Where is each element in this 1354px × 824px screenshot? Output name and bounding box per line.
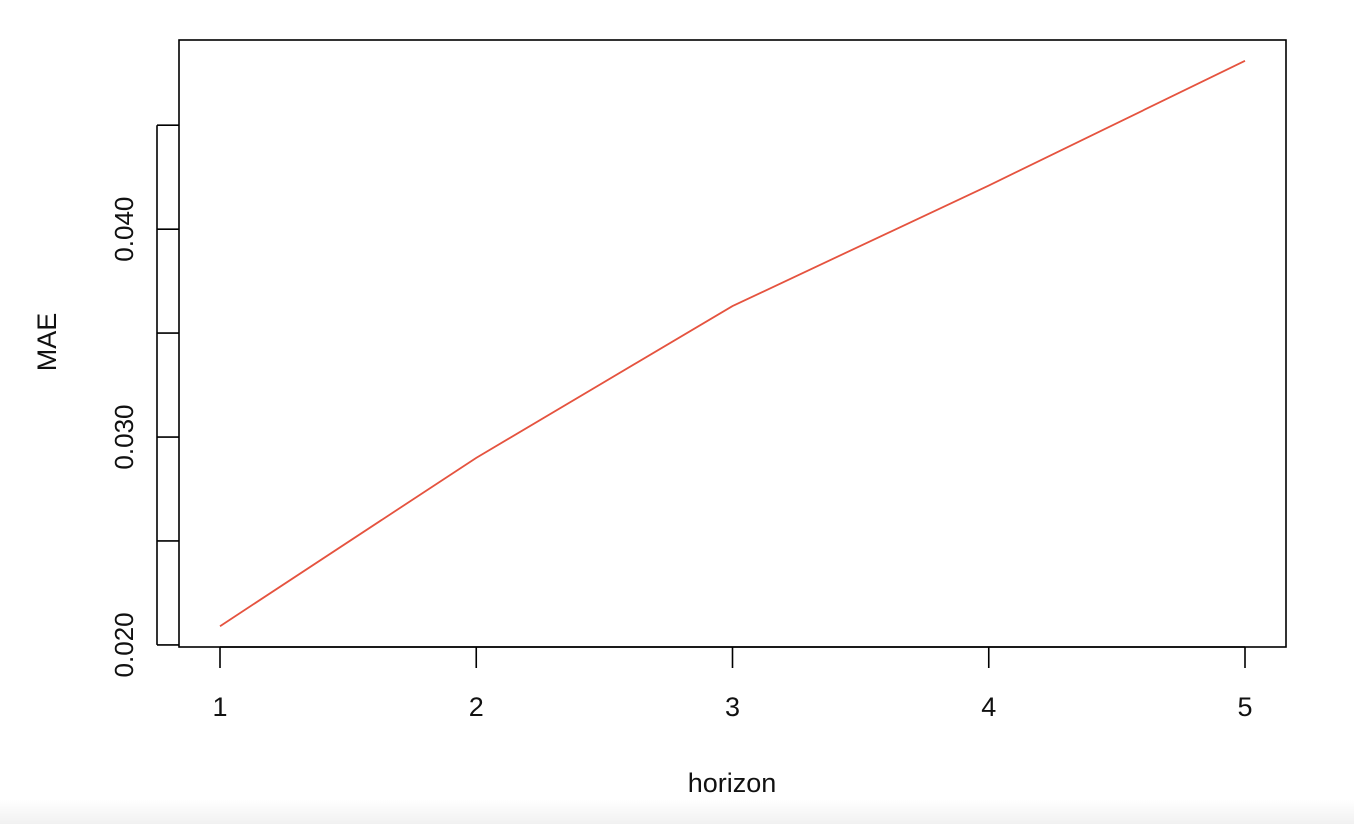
y-axis: 0.020 0.030 0.040 (109, 124, 179, 677)
y-tick-label: 0.040 (109, 197, 139, 262)
x-tick-label: 2 (469, 692, 484, 722)
window-bottom-shade (0, 800, 1354, 824)
plot-frame (178, 39, 1287, 648)
series-line (219, 59, 1246, 627)
x-tick-label: 4 (981, 692, 996, 722)
x-tick-label: 3 (725, 692, 740, 722)
y-tick-label: 0.030 (109, 405, 139, 470)
y-tick-label: 0.020 (109, 612, 139, 677)
x-tick-label: 1 (212, 692, 227, 722)
x-tick-label: 5 (1237, 692, 1252, 722)
series-layer (219, 59, 1246, 627)
y-axis-label: MAE (32, 313, 62, 372)
x-axis-label: horizon (688, 768, 777, 798)
x-axis: 1 2 3 4 5 (212, 646, 1253, 722)
